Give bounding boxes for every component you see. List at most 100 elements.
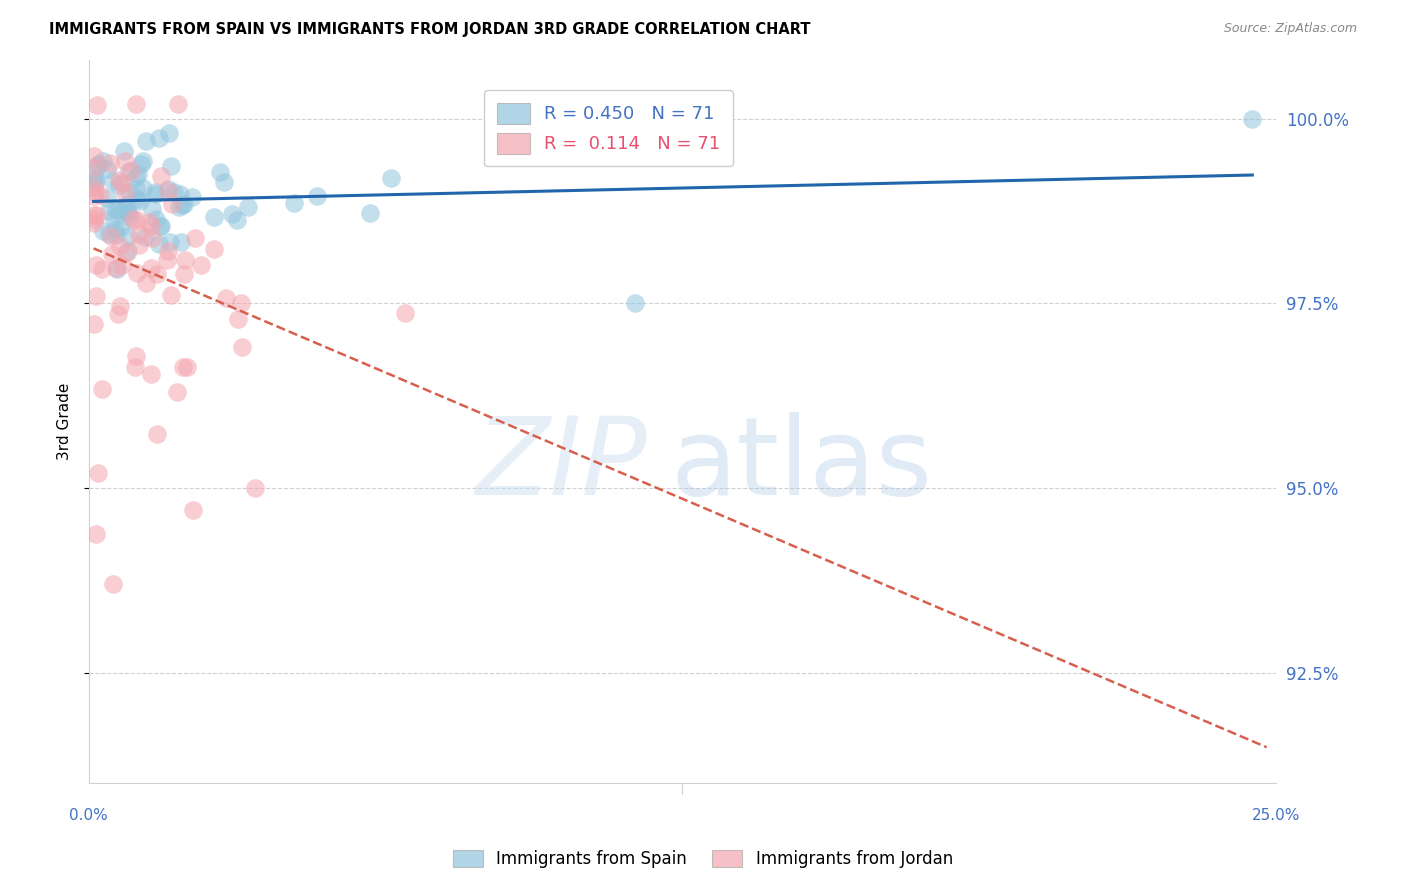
Point [394, 306, 416, 320]
Point [169, 235, 191, 249]
Point [172, 360, 194, 375]
Point [149, 169, 172, 184]
Point [83, 318, 105, 332]
Point [141, 219, 163, 234]
Point [184, 231, 207, 245]
Legend: Immigrants from Spain, Immigrants from Jordan: Immigrants from Spain, Immigrants from J… [447, 843, 959, 875]
Text: IMMIGRANTS FROM SPAIN VS IMMIGRANTS FROM JORDAN 3RD GRADE CORRELATION CHART: IMMIGRANTS FROM SPAIN VS IMMIGRANTS FROM… [49, 22, 811, 37]
Point [101, 247, 124, 261]
Point [1241, 112, 1264, 126]
Point [107, 202, 129, 217]
Point [359, 206, 381, 220]
Point [112, 144, 135, 158]
Point [83, 212, 105, 227]
Point [91, 382, 114, 396]
Point [100, 229, 122, 244]
Point [105, 202, 128, 217]
Point [229, 296, 252, 310]
Point [180, 190, 202, 204]
Point [146, 427, 169, 442]
Point [107, 178, 129, 193]
Point [135, 134, 157, 148]
Point [190, 258, 212, 272]
Point [117, 204, 139, 219]
Point [156, 252, 179, 267]
Point [156, 181, 179, 195]
Point [117, 228, 139, 243]
Point [209, 164, 232, 178]
Point [114, 200, 136, 214]
Point [115, 245, 138, 260]
Point [134, 229, 156, 244]
Point [156, 244, 179, 258]
Point [110, 299, 132, 313]
Point [114, 186, 136, 200]
Point [105, 260, 128, 275]
Point [169, 187, 191, 202]
Point [231, 340, 253, 354]
Point [173, 267, 195, 281]
Point [90, 261, 112, 276]
Point [127, 266, 149, 280]
Point [181, 503, 204, 517]
Point [157, 184, 180, 198]
Point [127, 192, 149, 206]
Point [91, 153, 114, 168]
Point [124, 182, 146, 196]
Point [283, 196, 305, 211]
Point [162, 196, 184, 211]
Point [105, 262, 128, 277]
Point [84, 173, 107, 187]
Point [111, 258, 134, 272]
Point [148, 236, 170, 251]
Point [84, 289, 107, 303]
Point [128, 227, 150, 241]
Text: 0.0%: 0.0% [69, 808, 108, 823]
Text: 25.0%: 25.0% [1251, 808, 1301, 823]
Point [84, 258, 107, 272]
Point [159, 235, 181, 250]
Point [108, 173, 131, 187]
Point [87, 156, 110, 170]
Point [238, 200, 260, 214]
Point [145, 211, 167, 226]
Point [174, 252, 197, 267]
Point [212, 175, 235, 189]
Point [243, 481, 266, 495]
Point [118, 185, 141, 199]
Point [104, 227, 127, 242]
Legend: R = 0.450   N = 71, R =  0.114   N = 71: R = 0.450 N = 71, R = 0.114 N = 71 [485, 90, 733, 167]
Point [101, 577, 124, 591]
Point [157, 126, 180, 140]
Point [160, 159, 183, 173]
Point [176, 359, 198, 374]
Point [149, 219, 172, 233]
Point [83, 171, 105, 186]
Point [127, 167, 149, 181]
Point [138, 215, 160, 229]
Point [96, 191, 118, 205]
Point [111, 177, 134, 191]
Point [226, 213, 249, 227]
Point [127, 213, 149, 227]
Point [170, 198, 193, 212]
Point [215, 291, 238, 305]
Point [228, 312, 250, 326]
Y-axis label: 3rd Grade: 3rd Grade [58, 383, 72, 460]
Point [84, 176, 107, 190]
Point [163, 185, 186, 199]
Point [160, 288, 183, 302]
Point [120, 164, 142, 178]
Point [83, 216, 105, 230]
Point [202, 210, 225, 224]
Point [149, 219, 172, 234]
Point [167, 97, 190, 112]
Point [173, 197, 195, 211]
Text: Source: ZipAtlas.com: Source: ZipAtlas.com [1223, 22, 1357, 36]
Point [115, 198, 138, 212]
Point [624, 296, 647, 310]
Point [91, 224, 114, 238]
Point [166, 384, 188, 399]
Point [221, 207, 243, 221]
Point [141, 260, 163, 275]
